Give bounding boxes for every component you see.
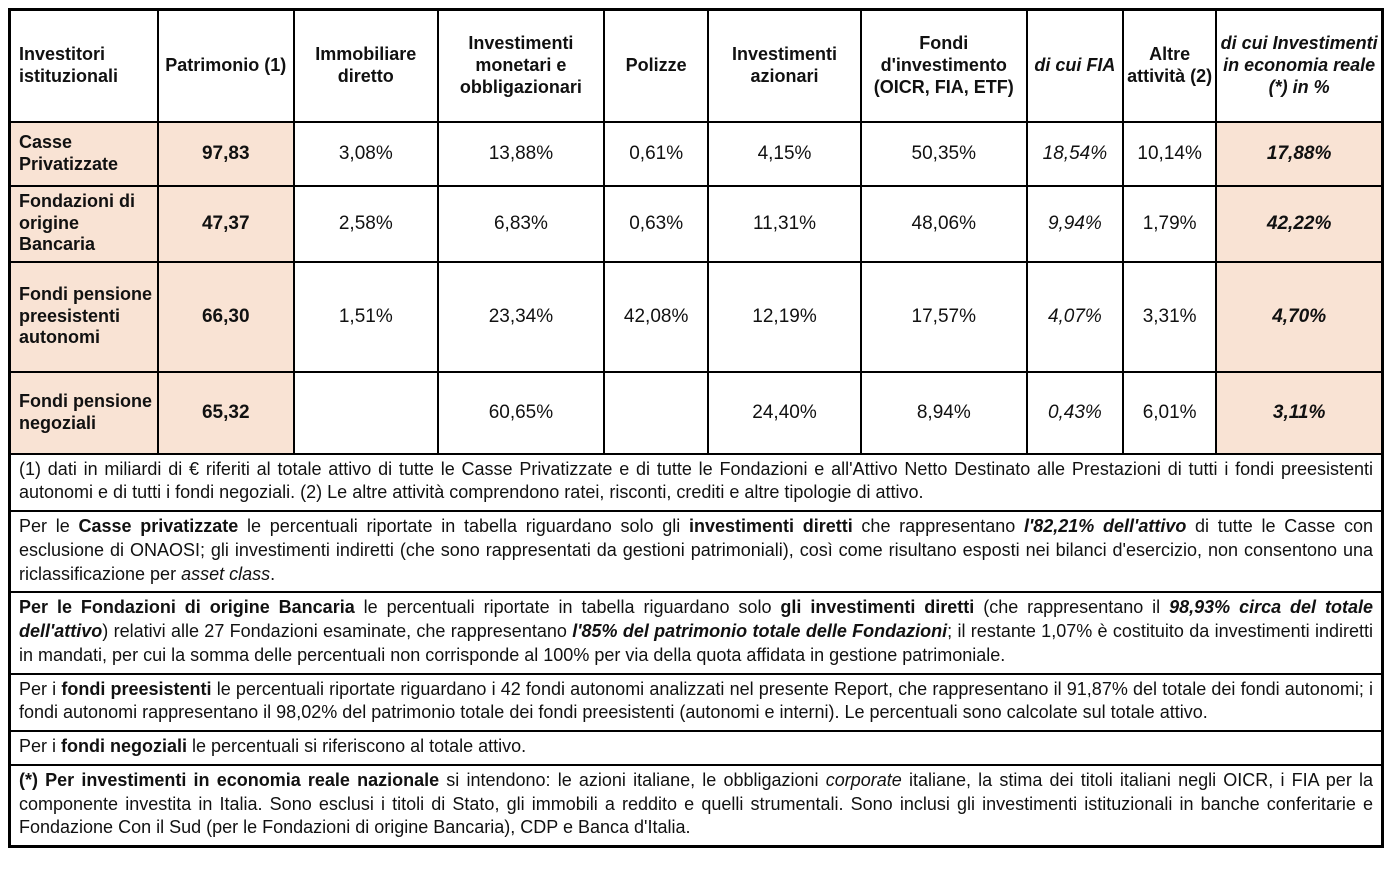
data-cell: 8,94% xyxy=(859,370,1028,455)
data-cell: 9,94% xyxy=(1025,184,1124,263)
data-cell: 13,88% xyxy=(436,120,605,187)
data-cell: 1,79% xyxy=(1121,184,1218,263)
row-label: Fondi pensione negoziali xyxy=(8,370,159,455)
data-cell: 42,08% xyxy=(602,260,710,373)
data-cell: 6,83% xyxy=(436,184,605,263)
footnote-row-5: Per i fondi negoziali le percentuali si … xyxy=(8,730,1384,766)
data-cell: 0,61% xyxy=(602,120,710,187)
header-economia-reale: di cui Investimenti in economia reale (*… xyxy=(1215,8,1384,123)
report-page: Investitori istituzionali Patrimonio (1)… xyxy=(8,8,1384,848)
data-cell: 97,83 xyxy=(156,120,295,187)
footnote-economia-reale: (*) Per investimenti in economia reale n… xyxy=(8,763,1384,848)
table-row-fondi-preesistenti: Fondi pensione preesistenti autonomi 66,… xyxy=(8,260,1384,373)
header-fondi-investimento: Fondi d'investimento (OICR, FIA, ETF) xyxy=(859,8,1028,123)
data-cell: 1,51% xyxy=(292,260,439,373)
table-row-casse-privatizzate: Casse Privatizzate 97,83 3,08% 13,88% 0,… xyxy=(8,120,1384,187)
footnote-fondi-preesistenti: Per i fondi preesistenti le percentuali … xyxy=(8,672,1384,732)
header-row: Investitori istituzionali Patrimonio (1)… xyxy=(8,8,1384,123)
data-cell: 23,34% xyxy=(436,260,605,373)
data-cell: 4,70% xyxy=(1215,260,1384,373)
data-cell: 0,43% xyxy=(1025,370,1124,455)
footnote-casse-privatizzate: Per le Casse privatizzate le percentuali… xyxy=(8,509,1384,594)
data-cell xyxy=(602,370,710,455)
data-cell: 3,31% xyxy=(1121,260,1218,373)
data-cell: 4,15% xyxy=(707,120,862,187)
data-cell: 42,22% xyxy=(1215,184,1384,263)
header-monetari: Investimenti monetari e obbligazionari xyxy=(436,8,605,123)
header-investitori: Investitori istituzionali xyxy=(8,8,159,123)
data-cell: 2,58% xyxy=(292,184,439,263)
data-cell: 4,07% xyxy=(1025,260,1124,373)
data-cell: 47,37 xyxy=(156,184,295,263)
data-cell: 60,65% xyxy=(436,370,605,455)
data-cell xyxy=(292,370,439,455)
institutional-investors-table: Investitori istituzionali Patrimonio (1)… xyxy=(8,8,1384,848)
data-cell: 3,11% xyxy=(1215,370,1384,455)
data-cell: 50,35% xyxy=(859,120,1028,187)
data-cell: 11,31% xyxy=(707,184,862,263)
row-label: Casse Privatizzate xyxy=(8,120,159,187)
footnote-row-4: Per i fondi preesistenti le percentuali … xyxy=(8,672,1384,732)
data-cell: 18,54% xyxy=(1025,120,1124,187)
footnote-row-3: Per le Fondazioni di origine Bancaria le… xyxy=(8,591,1384,675)
data-cell: 12,19% xyxy=(707,260,862,373)
data-cell: 10,14% xyxy=(1121,120,1218,187)
header-polizze: Polizze xyxy=(602,8,710,123)
data-cell: 48,06% xyxy=(859,184,1028,263)
footnote-row-6: (*) Per investimenti in economia reale n… xyxy=(8,763,1384,848)
header-azionari: Investimenti azionari xyxy=(707,8,862,123)
data-cell: 0,63% xyxy=(602,184,710,263)
header-patrimonio: Patrimonio (1) xyxy=(156,8,295,123)
row-label: Fondi pensione preesistenti autonomi xyxy=(8,260,159,373)
data-cell: 17,88% xyxy=(1215,120,1384,187)
header-di-cui-fia: di cui FIA xyxy=(1025,8,1124,123)
data-cell: 17,57% xyxy=(859,260,1028,373)
data-cell: 24,40% xyxy=(707,370,862,455)
footnote-row-2: Per le Casse privatizzate le percentuali… xyxy=(8,509,1384,594)
data-cell: 6,01% xyxy=(1121,370,1218,455)
footnote-fondazioni-bancarie: Per le Fondazioni di origine Bancaria le… xyxy=(8,591,1384,675)
table-row-fondazioni-bancarie: Fondazioni di origine Bancaria 47,37 2,5… xyxy=(8,184,1384,263)
row-label: Fondazioni di origine Bancaria xyxy=(8,184,159,263)
footnote-dati-miliardi: (1) dati in miliardi di € riferiti al to… xyxy=(8,452,1384,512)
header-immobiliare: Immobiliare diretto xyxy=(292,8,439,123)
table-row-fondi-negoziali: Fondi pensione negoziali 65,32 60,65% 24… xyxy=(8,370,1384,455)
data-cell: 65,32 xyxy=(156,370,295,455)
footnote-row-1: (1) dati in miliardi di € riferiti al to… xyxy=(8,452,1384,512)
data-cell: 3,08% xyxy=(292,120,439,187)
data-cell: 66,30 xyxy=(156,260,295,373)
footnote-fondi-negoziali: Per i fondi negoziali le percentuali si … xyxy=(8,730,1384,766)
header-altre-attivita: Altre attività (2) xyxy=(1121,8,1218,123)
